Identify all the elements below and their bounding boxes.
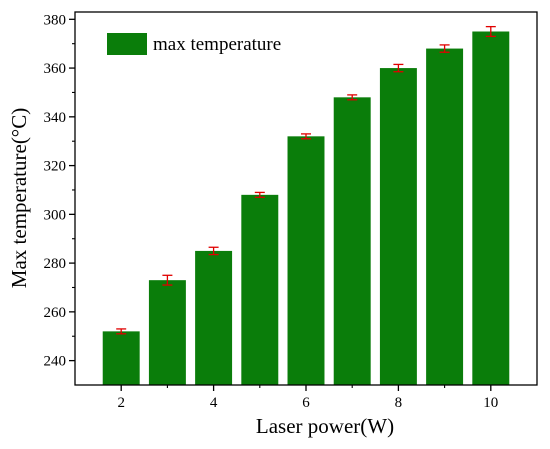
bar-9 xyxy=(426,48,464,385)
error-bar-7 xyxy=(347,94,358,101)
error-bar-9 xyxy=(439,44,450,53)
error-bar-2 xyxy=(116,328,127,335)
y-tick-label-320: 320 xyxy=(44,159,67,175)
x-tick-label-6: 6 xyxy=(302,395,310,411)
x-tick-label-2: 2 xyxy=(117,395,125,411)
y-tick-label-380: 380 xyxy=(44,12,67,28)
bar-7 xyxy=(333,97,371,386)
error-bar-4 xyxy=(208,246,219,256)
legend: max temperature xyxy=(107,33,281,55)
legend-label: max temperature xyxy=(153,34,281,55)
x-tick-label-4: 4 xyxy=(210,395,218,411)
error-bar-5 xyxy=(254,191,265,198)
x-tick-label-8: 8 xyxy=(395,395,403,411)
y-tick-label-240: 240 xyxy=(44,354,67,370)
y-tick-label-340: 340 xyxy=(44,110,67,126)
x-tick-label-10: 10 xyxy=(483,395,498,411)
y-tick-label-300: 300 xyxy=(44,207,67,223)
bar-6 xyxy=(287,136,325,385)
error-bar-3 xyxy=(162,274,173,286)
bar-3 xyxy=(148,280,186,385)
bar-5 xyxy=(241,194,279,385)
error-bars-group xyxy=(116,25,496,335)
x-axis: 2 4 6 8 10 xyxy=(117,385,498,411)
bar-4 xyxy=(195,250,233,385)
y-tick-label-360: 360 xyxy=(44,61,67,77)
x-axis-label: Laser power(W) xyxy=(256,414,394,438)
y-tick-label-280: 280 xyxy=(44,256,67,272)
y-tick-label-260: 260 xyxy=(44,305,67,321)
bar-2 xyxy=(102,331,140,385)
y-axis: 240 260 280 300 320 340 360 380 xyxy=(44,12,75,370)
y-axis-label: Max temperature(°C) xyxy=(7,108,31,288)
bar-8 xyxy=(379,68,417,385)
bars-group xyxy=(102,31,510,386)
error-bar-6 xyxy=(301,133,311,140)
error-bar-10 xyxy=(485,25,496,38)
bar-10 xyxy=(472,31,510,386)
legend-swatch xyxy=(107,33,147,55)
error-bar-8 xyxy=(393,63,404,73)
